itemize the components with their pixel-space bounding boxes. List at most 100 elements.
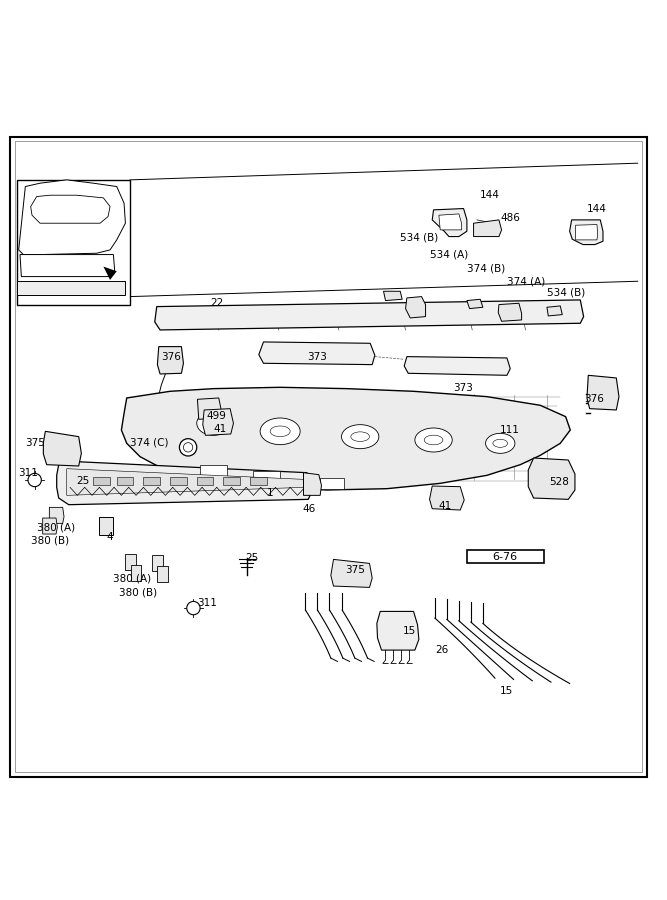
Polygon shape [430,486,464,510]
Polygon shape [467,300,483,309]
Polygon shape [474,220,502,237]
Circle shape [179,438,197,456]
Bar [131,564,141,580]
Text: 41: 41 [213,424,227,435]
Text: 15: 15 [500,687,514,697]
Polygon shape [157,346,183,374]
Bar [250,477,267,485]
Ellipse shape [424,436,443,445]
Polygon shape [57,462,312,505]
Polygon shape [406,297,426,318]
Bar [17,180,130,304]
Bar [320,478,344,489]
Polygon shape [587,375,619,410]
Bar [592,384,611,406]
Bar [277,347,307,361]
Bar [467,550,544,563]
Bar [99,517,113,535]
Circle shape [508,423,517,432]
Polygon shape [303,472,321,495]
Text: 375: 375 [25,438,45,448]
Text: 534 (A): 534 (A) [430,249,468,259]
Ellipse shape [486,433,515,454]
Circle shape [530,314,538,322]
Ellipse shape [415,428,452,452]
Text: 534 (B): 534 (B) [547,288,585,298]
Bar [253,472,280,485]
Bar [152,555,163,572]
Bar [157,566,168,582]
Bar [197,477,213,485]
Bar [223,477,240,485]
Polygon shape [121,387,570,490]
Polygon shape [43,431,81,466]
Text: 1: 1 [267,489,273,499]
Ellipse shape [342,425,379,449]
Bar [170,477,187,485]
Circle shape [554,463,566,474]
Polygon shape [547,306,562,316]
Text: 486: 486 [500,213,520,223]
Polygon shape [439,214,462,230]
Text: 374 (A): 374 (A) [507,277,545,287]
Bar [93,477,110,485]
Text: 46: 46 [302,504,315,514]
Circle shape [445,218,456,229]
Circle shape [430,314,438,322]
Text: 499: 499 [207,411,227,421]
Text: 4: 4 [107,532,113,542]
Circle shape [233,314,241,322]
Polygon shape [570,220,603,245]
Circle shape [187,601,200,615]
Bar [312,347,342,361]
Circle shape [582,228,592,238]
Text: 373: 373 [454,383,474,393]
Text: 374 (B): 374 (B) [467,264,505,274]
Polygon shape [20,255,115,276]
Polygon shape [67,469,304,495]
Bar [163,353,179,370]
Text: 311: 311 [18,468,38,478]
Circle shape [554,477,566,490]
Polygon shape [528,458,575,500]
Ellipse shape [205,418,221,428]
Ellipse shape [270,426,290,436]
Text: 25: 25 [245,554,259,563]
Polygon shape [197,398,221,419]
Polygon shape [43,518,57,534]
Bar [117,477,133,485]
Text: 380 (A): 380 (A) [37,522,75,533]
Ellipse shape [351,432,370,442]
Text: 534 (B): 534 (B) [400,233,438,243]
Ellipse shape [197,411,230,436]
Polygon shape [432,209,467,237]
Text: 111: 111 [500,425,520,435]
Circle shape [329,314,338,322]
Polygon shape [259,342,375,364]
Bar [457,361,484,372]
Text: 311: 311 [197,598,217,608]
Ellipse shape [260,418,300,445]
Text: 144: 144 [587,203,607,213]
Bar [143,477,160,485]
Circle shape [537,463,549,474]
Polygon shape [49,508,64,524]
Circle shape [183,443,193,452]
Text: 25: 25 [77,476,90,486]
Polygon shape [155,300,584,330]
Text: 144: 144 [480,190,500,200]
Polygon shape [498,303,522,321]
Bar [347,350,367,361]
Text: 376: 376 [161,352,181,362]
Polygon shape [331,560,372,588]
Text: 26: 26 [435,645,448,655]
Text: 380 (B): 380 (B) [31,536,69,545]
Bar [49,441,76,462]
Text: 373: 373 [307,352,327,362]
Polygon shape [404,356,510,375]
Text: 376: 376 [584,393,604,403]
Text: 6-76: 6-76 [493,552,518,562]
Text: 528: 528 [550,477,570,487]
Polygon shape [19,180,125,255]
Circle shape [28,473,41,487]
